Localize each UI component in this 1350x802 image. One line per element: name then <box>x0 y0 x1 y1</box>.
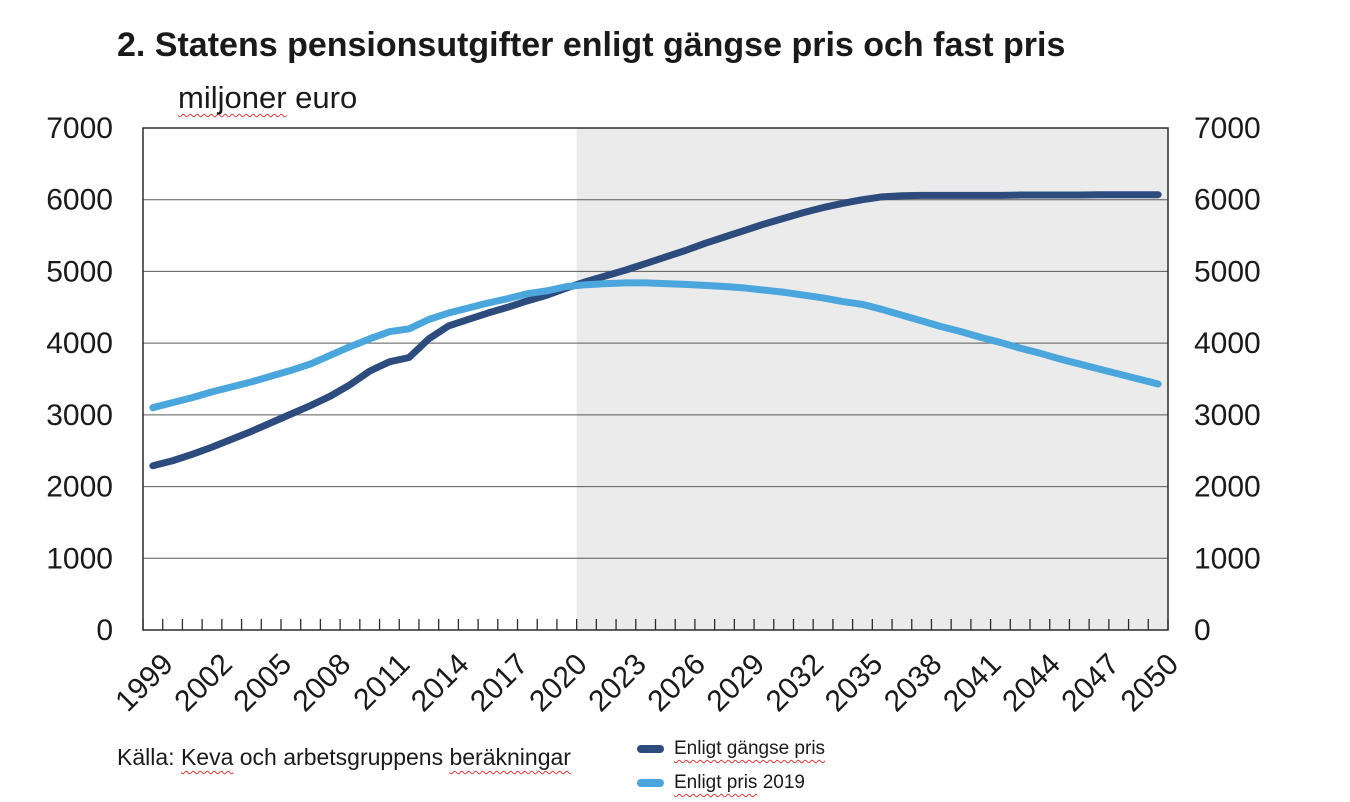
forecast-shaded-region <box>576 128 1168 630</box>
x-axis-label: 1999 <box>109 648 180 719</box>
x-axis-label: 2002 <box>168 648 239 719</box>
y-axis-label-right: 0 <box>1194 614 1211 647</box>
y-axis-label-right: 5000 <box>1194 255 1261 288</box>
x-axis-label: 2020 <box>523 648 594 719</box>
x-axis-label: 2041 <box>937 648 1008 719</box>
chart-subtitle-word: miljoner <box>178 80 287 115</box>
x-axis-label: 2038 <box>878 648 949 719</box>
y-axis-label-left: 3000 <box>46 399 113 432</box>
y-axis-label-right: 3000 <box>1194 399 1261 432</box>
x-axis-label: 2035 <box>819 648 890 719</box>
plot-border <box>142 127 1169 631</box>
chart-legend: Enligt gängse pris Enligt pris 2019 <box>637 736 825 802</box>
y-axis-label-right: 2000 <box>1194 471 1261 504</box>
x-axis-label: 2023 <box>582 648 653 719</box>
y-axis-label-right: 6000 <box>1194 184 1261 217</box>
legend-label-gangse-pris: Enligt gängse pris <box>674 738 826 759</box>
source-word-keva: Keva <box>180 744 234 770</box>
legend-swatch-pris-2019-icon <box>637 779 664 787</box>
x-axis-label: 2014 <box>405 648 476 719</box>
legend-swatch-gangse-pris-icon <box>637 745 664 753</box>
y-axis-label-left: 2000 <box>46 471 113 504</box>
series-line-pris-2019 <box>149 279 1162 412</box>
chart-title: 2. Statens pensionsutgifter enligt gängs… <box>117 26 1066 64</box>
chart-subtitle: miljoner euro <box>178 80 357 116</box>
source-word-berakningar: beräkningar <box>449 744 571 770</box>
x-axis-label: 2044 <box>996 648 1067 719</box>
x-axis-label: 2047 <box>1055 648 1126 719</box>
y-axis-label-right: 7000 <box>1194 112 1261 145</box>
x-axis-label: 2032 <box>760 648 831 719</box>
source-prefix: Källa: <box>117 744 181 770</box>
source-middle: och arbetsgruppens <box>233 744 450 770</box>
x-axis-label: 2017 <box>464 648 535 719</box>
y-axis-label-left: 5000 <box>46 255 113 288</box>
x-axis-label: 2008 <box>287 648 358 719</box>
y-axis-label-left: 1000 <box>46 542 113 575</box>
y-axis-label-left: 7000 <box>46 112 113 145</box>
x-axis-label: 2050 <box>1115 648 1186 719</box>
y-axis-label-right: 4000 <box>1194 327 1261 360</box>
legend-item-gangse-pris: Enligt gängse pris <box>637 736 825 762</box>
legend-item-pris-2019: Enligt pris 2019 <box>637 770 825 796</box>
source-line: Källa: Keva och arbetsgruppens beräkning… <box>117 744 571 771</box>
y-axis-label-left: 6000 <box>46 184 113 217</box>
y-axis-label-right: 1000 <box>1194 542 1261 575</box>
y-axis-label-left: 0 <box>96 614 113 647</box>
legend-label-pris-2019: Enligt pris 2019 <box>674 772 805 793</box>
x-axis-label: 2029 <box>701 648 772 719</box>
x-axis-label: 2026 <box>641 648 712 719</box>
y-axis-label-left: 4000 <box>46 327 113 360</box>
x-axis-label: 2011 <box>347 648 416 717</box>
series-line-gangse-pris <box>149 191 1162 470</box>
chart-subtitle-rest: euro <box>286 80 358 115</box>
x-axis-label: 2005 <box>228 648 299 719</box>
